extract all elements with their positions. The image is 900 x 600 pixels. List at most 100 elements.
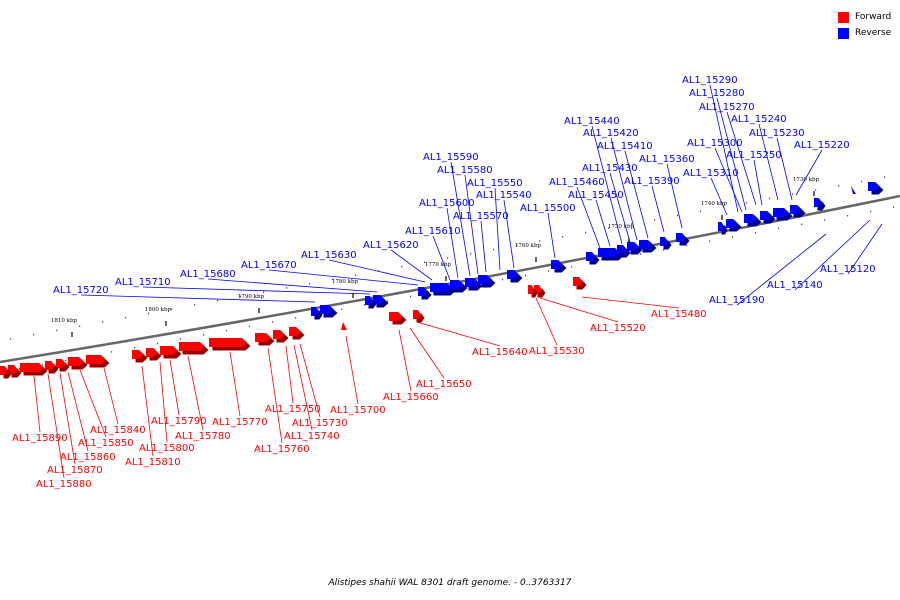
gene-label[interactable]: AL1_15430 bbox=[582, 163, 638, 174]
reverse-gene[interactable] bbox=[450, 280, 464, 289]
gene-label[interactable]: AL1_15860 bbox=[60, 452, 116, 463]
gene-label[interactable]: AL1_15620 bbox=[363, 240, 419, 251]
reverse-gene[interactable] bbox=[586, 252, 596, 261]
gene-label[interactable]: AL1_15220 bbox=[794, 140, 850, 151]
gene-label[interactable]: AL1_15670 bbox=[241, 260, 297, 271]
forward-gene[interactable] bbox=[160, 346, 178, 355]
forward-gene[interactable] bbox=[0, 366, 8, 375]
forward-gene[interactable] bbox=[255, 333, 271, 342]
gene-label[interactable]: AL1_15120 bbox=[820, 264, 876, 275]
gene-label[interactable]: AL1_15440 bbox=[564, 116, 620, 127]
gene-label[interactable]: AL1_15520 bbox=[590, 323, 646, 334]
reverse-gene[interactable] bbox=[311, 307, 319, 316]
forward-gene[interactable] bbox=[20, 363, 44, 372]
gene-label[interactable]: AL1_15460 bbox=[549, 177, 605, 188]
forward-gene[interactable] bbox=[273, 330, 285, 339]
reverse-gene[interactable] bbox=[598, 248, 620, 257]
reverse-gene[interactable] bbox=[744, 214, 758, 223]
gene-label[interactable]: AL1_15650 bbox=[416, 379, 472, 390]
forward-gene[interactable] bbox=[86, 355, 106, 364]
gene-label[interactable]: AL1_15270 bbox=[699, 102, 755, 113]
gene-label[interactable]: AL1_15750 bbox=[265, 404, 321, 415]
forward-gene[interactable] bbox=[56, 359, 66, 368]
gene-label[interactable]: AL1_15310 bbox=[683, 168, 739, 179]
gene-label[interactable]: AL1_15230 bbox=[749, 128, 805, 139]
gene-label[interactable]: AL1_15530 bbox=[529, 346, 585, 357]
gene-label[interactable]: AL1_15570 bbox=[453, 211, 509, 222]
forward-gene[interactable] bbox=[45, 361, 55, 370]
gene-label[interactable]: AL1_15870 bbox=[47, 465, 103, 476]
reverse-gene[interactable] bbox=[465, 278, 479, 287]
gene-label[interactable]: AL1_15610 bbox=[405, 226, 461, 237]
gene-label[interactable]: AL1_15840 bbox=[90, 425, 146, 436]
gene-label[interactable]: AL1_15140 bbox=[767, 280, 823, 291]
forward-gene[interactable] bbox=[68, 357, 84, 366]
gene-label[interactable]: AL1_15190 bbox=[709, 295, 765, 306]
forward-gene[interactable] bbox=[289, 327, 301, 336]
gene-label[interactable]: AL1_15240 bbox=[731, 114, 787, 125]
gene-label[interactable]: AL1_15390 bbox=[624, 176, 680, 187]
reverse-gene[interactable] bbox=[868, 182, 880, 191]
gene-label[interactable]: AL1_15640 bbox=[472, 347, 528, 358]
reverse-gene[interactable] bbox=[726, 219, 738, 228]
gene-label[interactable]: AL1_15300 bbox=[687, 138, 743, 149]
gene-label[interactable]: AL1_15810 bbox=[125, 457, 181, 468]
reverse-gene[interactable] bbox=[365, 296, 373, 305]
gene-label[interactable]: AL1_15740 bbox=[284, 431, 340, 442]
gene-label[interactable]: AL1_15290 bbox=[682, 75, 738, 86]
forward-gene[interactable] bbox=[146, 348, 158, 357]
gene-label[interactable]: AL1_15580 bbox=[437, 165, 493, 176]
gene-label[interactable]: AL1_15630 bbox=[301, 250, 357, 261]
reverse-gene[interactable] bbox=[760, 211, 772, 220]
reverse-gene[interactable] bbox=[430, 283, 452, 292]
reverse-gene[interactable] bbox=[617, 245, 627, 254]
forward-gene[interactable] bbox=[209, 338, 247, 347]
gene-label[interactable]: AL1_15780 bbox=[175, 431, 231, 442]
gene-label[interactable]: AL1_15800 bbox=[139, 443, 195, 454]
reverse-gene[interactable] bbox=[373, 295, 385, 304]
gene-label[interactable]: AL1_15850 bbox=[78, 438, 134, 449]
reverse-gene[interactable] bbox=[814, 198, 822, 207]
reverse-gene[interactable] bbox=[718, 222, 724, 231]
forward-gene[interactable] bbox=[389, 312, 403, 321]
gene-label[interactable]: AL1_15360 bbox=[639, 154, 695, 165]
gene-label[interactable]: AL1_15790 bbox=[151, 416, 207, 427]
forward-gene[interactable] bbox=[8, 365, 18, 374]
gene-label[interactable]: AL1_15880 bbox=[36, 479, 92, 490]
gene-label[interactable]: AL1_15890 bbox=[12, 433, 68, 444]
forward-gene[interactable] bbox=[413, 310, 421, 319]
gene-label[interactable]: AL1_15450 bbox=[568, 190, 624, 201]
gene-label[interactable]: AL1_15770 bbox=[212, 417, 268, 428]
gene-label[interactable]: AL1_15720 bbox=[53, 285, 109, 296]
gene-label[interactable]: AL1_15410 bbox=[597, 141, 653, 152]
reverse-gene[interactable] bbox=[660, 237, 668, 246]
forward-gene[interactable] bbox=[132, 350, 144, 359]
gene-label[interactable]: AL1_15600 bbox=[419, 198, 475, 209]
reverse-gene[interactable] bbox=[790, 205, 802, 214]
gene-label[interactable]: AL1_15680 bbox=[180, 269, 236, 280]
gene-label[interactable]: AL1_15250 bbox=[726, 150, 782, 161]
forward-gene[interactable] bbox=[179, 342, 205, 351]
reverse-gene[interactable] bbox=[851, 186, 856, 194]
reverse-gene[interactable] bbox=[773, 208, 789, 217]
gene-label[interactable]: AL1_15710 bbox=[115, 277, 171, 288]
forward-gene[interactable] bbox=[528, 285, 534, 294]
gene-label[interactable]: AL1_15660 bbox=[383, 392, 439, 403]
gene-label[interactable]: AL1_15540 bbox=[476, 190, 532, 201]
reverse-gene[interactable] bbox=[676, 233, 686, 242]
gene-label[interactable]: AL1_15420 bbox=[583, 128, 639, 139]
gene-label[interactable]: AL1_15280 bbox=[689, 88, 745, 99]
reverse-gene[interactable] bbox=[507, 270, 519, 279]
gene-label[interactable]: AL1_15730 bbox=[292, 418, 348, 429]
reverse-gene[interactable] bbox=[627, 242, 639, 251]
reverse-gene[interactable] bbox=[639, 240, 653, 249]
forward-gene[interactable] bbox=[341, 322, 347, 330]
gene-label[interactable]: AL1_15590 bbox=[423, 152, 479, 163]
gene-label[interactable]: AL1_15760 bbox=[254, 444, 310, 455]
reverse-gene[interactable] bbox=[320, 305, 334, 314]
reverse-gene[interactable] bbox=[418, 287, 428, 296]
reverse-gene[interactable] bbox=[478, 275, 492, 284]
gene-label[interactable]: AL1_15480 bbox=[651, 309, 707, 320]
gene-label[interactable]: AL1_15700 bbox=[330, 405, 386, 416]
reverse-gene[interactable] bbox=[551, 260, 563, 269]
